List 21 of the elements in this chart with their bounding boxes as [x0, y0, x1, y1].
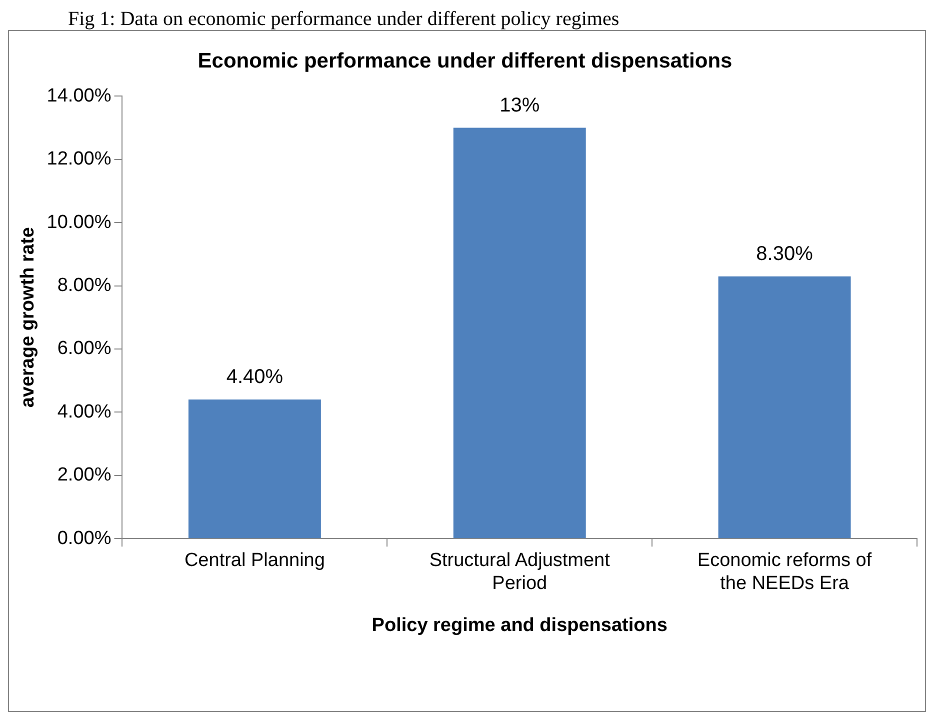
x-axis-title: Policy regime and dispensations [372, 614, 668, 636]
data-label: 13% [500, 94, 540, 116]
data-label: 4.40% [226, 366, 284, 388]
bar [188, 400, 321, 538]
y-tick-label: 2.00% [57, 464, 112, 486]
y-tick-label: 10.00% [46, 212, 112, 233]
y-tick-label: 0.00% [57, 528, 112, 549]
y-tick-label: 8.00% [57, 275, 112, 296]
y-tick-label: 6.00% [57, 338, 112, 360]
x-tick-label: Economic reforms of the NEEDs Era [697, 550, 872, 594]
data-label: 8.30% [756, 242, 814, 265]
x-tick-label: Central Planning [184, 550, 325, 572]
chart-title: Economic performance under different dispensations [198, 49, 732, 72]
y-tick-label: 12.00% [46, 148, 112, 170]
y-tick-label: 4.00% [57, 401, 112, 422]
x-tick-label: Structural Adjustment Period [429, 550, 611, 594]
caption: Fig 1: Data on economic performance under different policy regimes [68, 8, 620, 30]
bar [718, 276, 851, 538]
y-axis-title: average growth rate [18, 227, 39, 408]
y-tick-label: 14.00% [46, 85, 112, 106]
bar [453, 128, 586, 538]
